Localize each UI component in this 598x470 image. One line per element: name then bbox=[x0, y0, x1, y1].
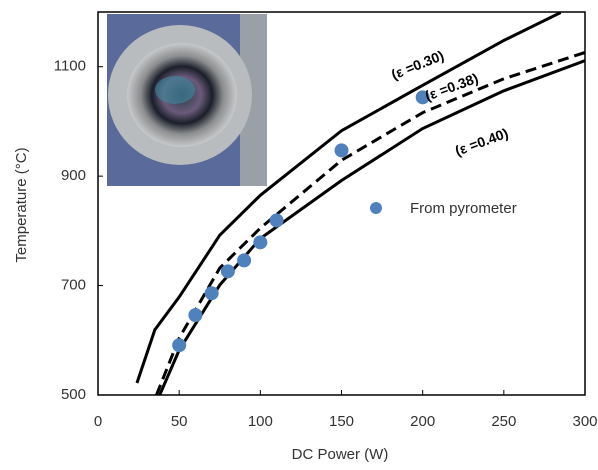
curve bbox=[135, 12, 562, 384]
y-tick-label: 500 bbox=[61, 386, 86, 403]
x-tick-label: 250 bbox=[491, 413, 516, 430]
x-tick-label: 150 bbox=[329, 413, 354, 430]
data-point bbox=[415, 90, 430, 105]
x-tick-label: 100 bbox=[248, 413, 273, 430]
data-point bbox=[204, 286, 219, 301]
data-point bbox=[334, 143, 349, 158]
data-point bbox=[269, 213, 284, 228]
data-point bbox=[220, 264, 235, 279]
y-tick-label: 900 bbox=[61, 167, 86, 184]
legend-label: From pyrometer bbox=[410, 200, 517, 217]
x-axis-label: DC Power (W) bbox=[292, 446, 389, 463]
data-point bbox=[188, 308, 203, 323]
inset-photo bbox=[107, 14, 267, 186]
legend-marker bbox=[370, 202, 382, 214]
y-axis-label: Temperature (°C) bbox=[13, 147, 30, 262]
curve-label: (ε =0.40) bbox=[453, 125, 510, 159]
curve bbox=[158, 59, 585, 395]
plot-area bbox=[135, 12, 585, 395]
x-tick-label: 300 bbox=[572, 413, 597, 430]
y-tick-label: 1100 bbox=[54, 58, 86, 75]
data-point bbox=[237, 253, 252, 268]
data-point bbox=[253, 235, 268, 250]
curve bbox=[155, 51, 585, 395]
data-point bbox=[172, 338, 187, 353]
curve-label: (ε =0.38) bbox=[423, 70, 480, 104]
x-tick-label: 0 bbox=[94, 413, 102, 430]
x-tick-label: 200 bbox=[410, 413, 435, 430]
x-tick-label: 50 bbox=[171, 413, 188, 430]
y-tick-label: 700 bbox=[61, 277, 86, 294]
